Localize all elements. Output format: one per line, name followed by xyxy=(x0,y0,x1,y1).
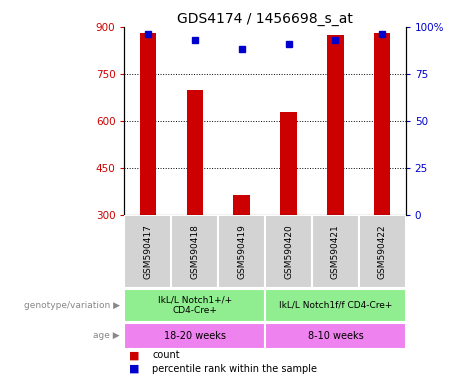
FancyBboxPatch shape xyxy=(218,215,265,288)
Bar xyxy=(280,112,297,215)
Title: GDS4174 / 1456698_s_at: GDS4174 / 1456698_s_at xyxy=(177,12,353,26)
Text: GSM590419: GSM590419 xyxy=(237,224,246,279)
Bar xyxy=(140,33,156,215)
Text: ■: ■ xyxy=(129,350,140,360)
FancyBboxPatch shape xyxy=(265,215,312,288)
Text: 8-10 weeks: 8-10 weeks xyxy=(307,331,363,341)
FancyBboxPatch shape xyxy=(124,323,265,349)
Text: GSM590420: GSM590420 xyxy=(284,224,293,279)
Text: genotype/variation ▶: genotype/variation ▶ xyxy=(24,301,120,310)
Text: GSM590421: GSM590421 xyxy=(331,224,340,279)
Bar xyxy=(374,33,390,215)
FancyBboxPatch shape xyxy=(124,289,265,322)
Bar xyxy=(327,35,343,215)
Text: GSM590417: GSM590417 xyxy=(143,224,153,279)
Bar xyxy=(233,195,250,215)
Text: GSM590422: GSM590422 xyxy=(378,224,387,279)
FancyBboxPatch shape xyxy=(265,289,406,322)
FancyBboxPatch shape xyxy=(312,215,359,288)
Text: GSM590418: GSM590418 xyxy=(190,224,199,279)
Text: 18-20 weeks: 18-20 weeks xyxy=(164,331,226,341)
FancyBboxPatch shape xyxy=(359,215,406,288)
Text: count: count xyxy=(152,350,180,360)
Text: IkL/L Notch1+/+
CD4-Cre+: IkL/L Notch1+/+ CD4-Cre+ xyxy=(158,296,232,315)
Bar xyxy=(187,89,203,215)
Text: ■: ■ xyxy=(129,364,140,374)
Text: percentile rank within the sample: percentile rank within the sample xyxy=(152,364,317,374)
FancyBboxPatch shape xyxy=(265,323,406,349)
Text: age ▶: age ▶ xyxy=(93,331,120,341)
FancyBboxPatch shape xyxy=(171,215,218,288)
FancyBboxPatch shape xyxy=(124,215,171,288)
Text: IkL/L Notch1f/f CD4-Cre+: IkL/L Notch1f/f CD4-Cre+ xyxy=(279,301,392,310)
